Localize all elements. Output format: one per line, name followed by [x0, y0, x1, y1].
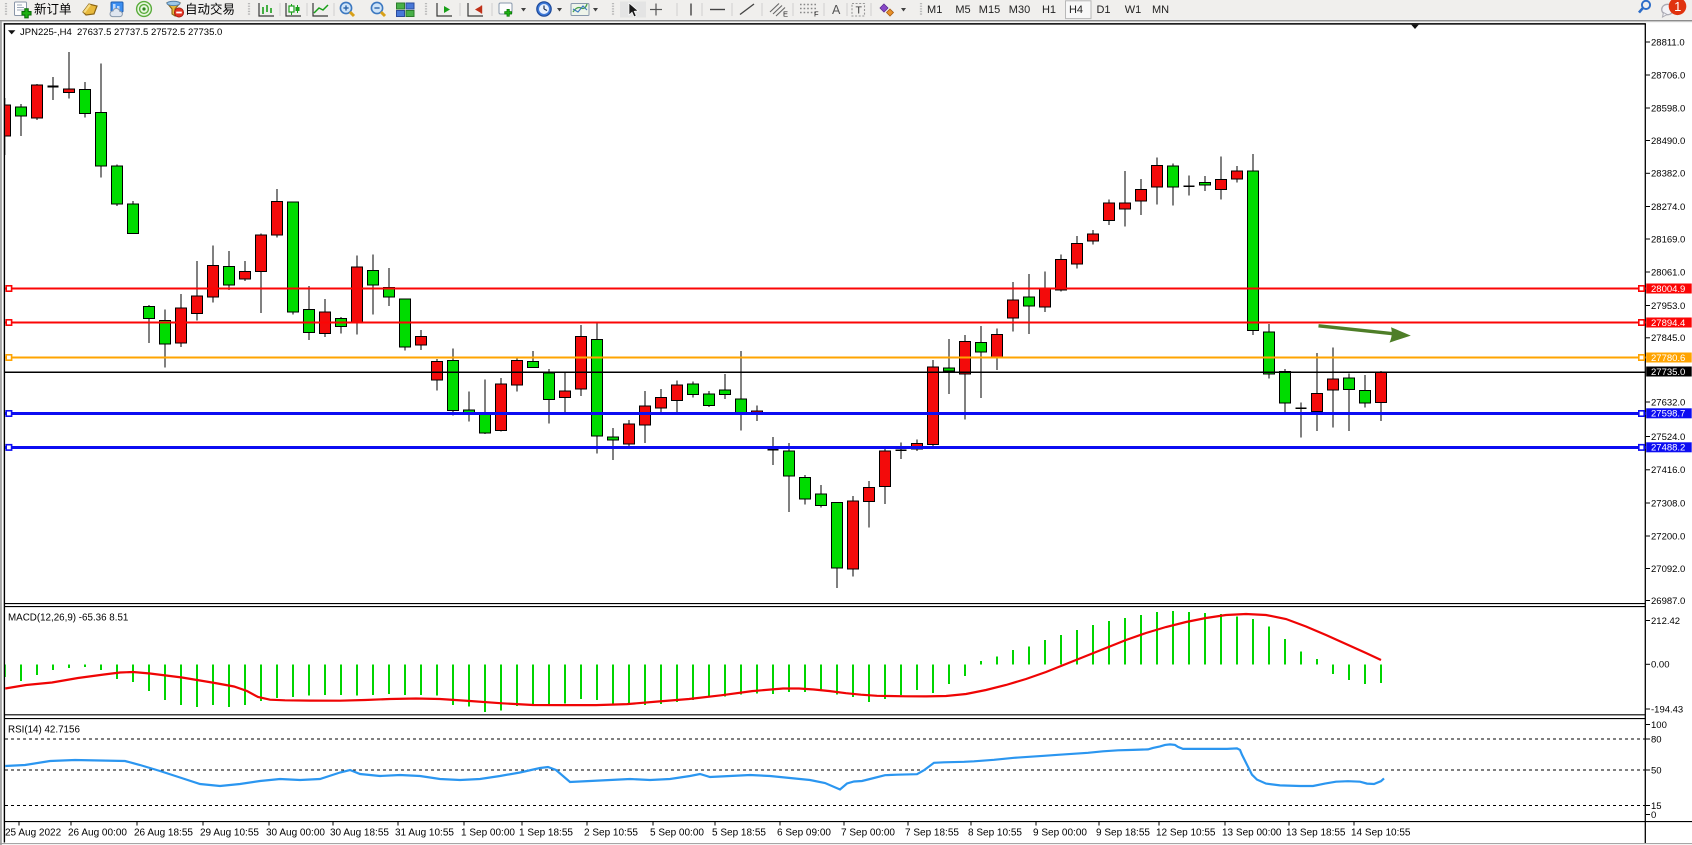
svg-text:JPN225-,H4 27637.5 27737.5 27: JPN225-,H4 27637.5 27737.5 27572.5 27735…	[20, 27, 222, 38]
svg-text:-194.43: -194.43	[1651, 704, 1683, 715]
svg-text:1: 1	[1674, 0, 1681, 14]
svg-text:28274.0: 28274.0	[1651, 202, 1685, 213]
svg-text:28598.0: 28598.0	[1651, 103, 1685, 114]
svg-text:8 Sep 10:55: 8 Sep 10:55	[968, 828, 1022, 839]
svg-text:27632.0: 27632.0	[1651, 397, 1685, 408]
svg-text:M1: M1	[927, 4, 942, 16]
svg-text:28811.0: 28811.0	[1651, 37, 1685, 48]
svg-text:0.00: 0.00	[1651, 660, 1670, 671]
svg-text:27092.0: 27092.0	[1651, 564, 1685, 575]
svg-text:A: A	[832, 3, 841, 17]
svg-text:27488.2: 27488.2	[1651, 443, 1685, 454]
svg-text:80: 80	[1651, 734, 1662, 745]
svg-text:M5: M5	[955, 4, 970, 16]
svg-text:28004.9: 28004.9	[1651, 284, 1685, 295]
svg-text:27524.0: 27524.0	[1651, 432, 1685, 443]
svg-text:27894.4: 27894.4	[1651, 318, 1685, 329]
svg-text:26 Aug 18:55: 26 Aug 18:55	[134, 828, 193, 839]
svg-text:29 Aug 10:55: 29 Aug 10:55	[200, 828, 259, 839]
svg-text:M30: M30	[1009, 4, 1030, 16]
svg-text:F: F	[814, 10, 819, 19]
svg-text:212.42: 212.42	[1651, 616, 1680, 627]
svg-text:9 Sep 18:55: 9 Sep 18:55	[1096, 828, 1150, 839]
svg-text:50: 50	[1651, 765, 1662, 776]
svg-text:2 Sep 10:55: 2 Sep 10:55	[584, 828, 638, 839]
svg-text:27308.0: 27308.0	[1651, 498, 1685, 509]
svg-text:D1: D1	[1096, 4, 1110, 16]
svg-text:30 Aug 18:55: 30 Aug 18:55	[330, 828, 389, 839]
svg-text:RSI(14) 42.7156: RSI(14) 42.7156	[8, 725, 80, 736]
svg-text:100: 100	[1651, 720, 1667, 731]
svg-text:12 Sep 10:55: 12 Sep 10:55	[1156, 828, 1216, 839]
svg-text:27735.0: 27735.0	[1651, 367, 1685, 378]
svg-text:28169.0: 28169.0	[1651, 234, 1685, 245]
svg-text:0: 0	[1651, 810, 1656, 821]
svg-text:MACD(12,26,9) -65.36 8.51: MACD(12,26,9) -65.36 8.51	[8, 613, 128, 624]
svg-text:26 Aug 00:00: 26 Aug 00:00	[68, 828, 127, 839]
svg-text:28706.0: 28706.0	[1651, 70, 1685, 81]
svg-text:28490.0: 28490.0	[1651, 136, 1685, 147]
svg-text:MN: MN	[1152, 4, 1169, 16]
svg-text:14 Sep 10:55: 14 Sep 10:55	[1351, 828, 1411, 839]
svg-text:E: E	[783, 10, 788, 19]
svg-text:25 Aug 2022: 25 Aug 2022	[5, 828, 62, 839]
svg-text:自动交易: 自动交易	[185, 2, 235, 17]
svg-text:H1: H1	[1042, 4, 1056, 16]
svg-text:1 Sep 00:00: 1 Sep 00:00	[461, 828, 515, 839]
svg-text:13 Sep 18:55: 13 Sep 18:55	[1286, 828, 1346, 839]
svg-text:T: T	[856, 5, 863, 17]
svg-text:30 Aug 00:00: 30 Aug 00:00	[266, 828, 325, 839]
svg-text:27845.0: 27845.0	[1651, 333, 1685, 344]
svg-text:27598.7: 27598.7	[1651, 409, 1685, 420]
svg-text:9 Sep 00:00: 9 Sep 00:00	[1033, 828, 1087, 839]
svg-text:27200.0: 27200.0	[1651, 531, 1685, 542]
svg-text:新订单: 新订单	[34, 2, 72, 17]
svg-text:1 Sep 18:55: 1 Sep 18:55	[519, 828, 573, 839]
svg-text:28382.0: 28382.0	[1651, 169, 1685, 180]
svg-text:15: 15	[1651, 801, 1662, 812]
svg-text:13 Sep 00:00: 13 Sep 00:00	[1222, 828, 1282, 839]
svg-text:5 Sep 18:55: 5 Sep 18:55	[712, 828, 766, 839]
svg-text:W1: W1	[1125, 4, 1142, 16]
svg-text:26987.0: 26987.0	[1651, 596, 1685, 607]
svg-text:28061.0: 28061.0	[1651, 267, 1685, 278]
svg-text:27416.0: 27416.0	[1651, 465, 1685, 476]
svg-text:6 Sep 09:00: 6 Sep 09:00	[777, 828, 831, 839]
svg-text:5 Sep 00:00: 5 Sep 00:00	[650, 828, 704, 839]
svg-text:7 Sep 18:55: 7 Sep 18:55	[905, 828, 959, 839]
svg-text:7 Sep 00:00: 7 Sep 00:00	[841, 828, 895, 839]
svg-text:31 Aug 10:55: 31 Aug 10:55	[395, 828, 454, 839]
svg-text:27953.0: 27953.0	[1651, 301, 1685, 312]
svg-text:H4: H4	[1069, 4, 1083, 16]
svg-text:27780.6: 27780.6	[1651, 353, 1685, 364]
svg-text:M15: M15	[979, 4, 1000, 16]
